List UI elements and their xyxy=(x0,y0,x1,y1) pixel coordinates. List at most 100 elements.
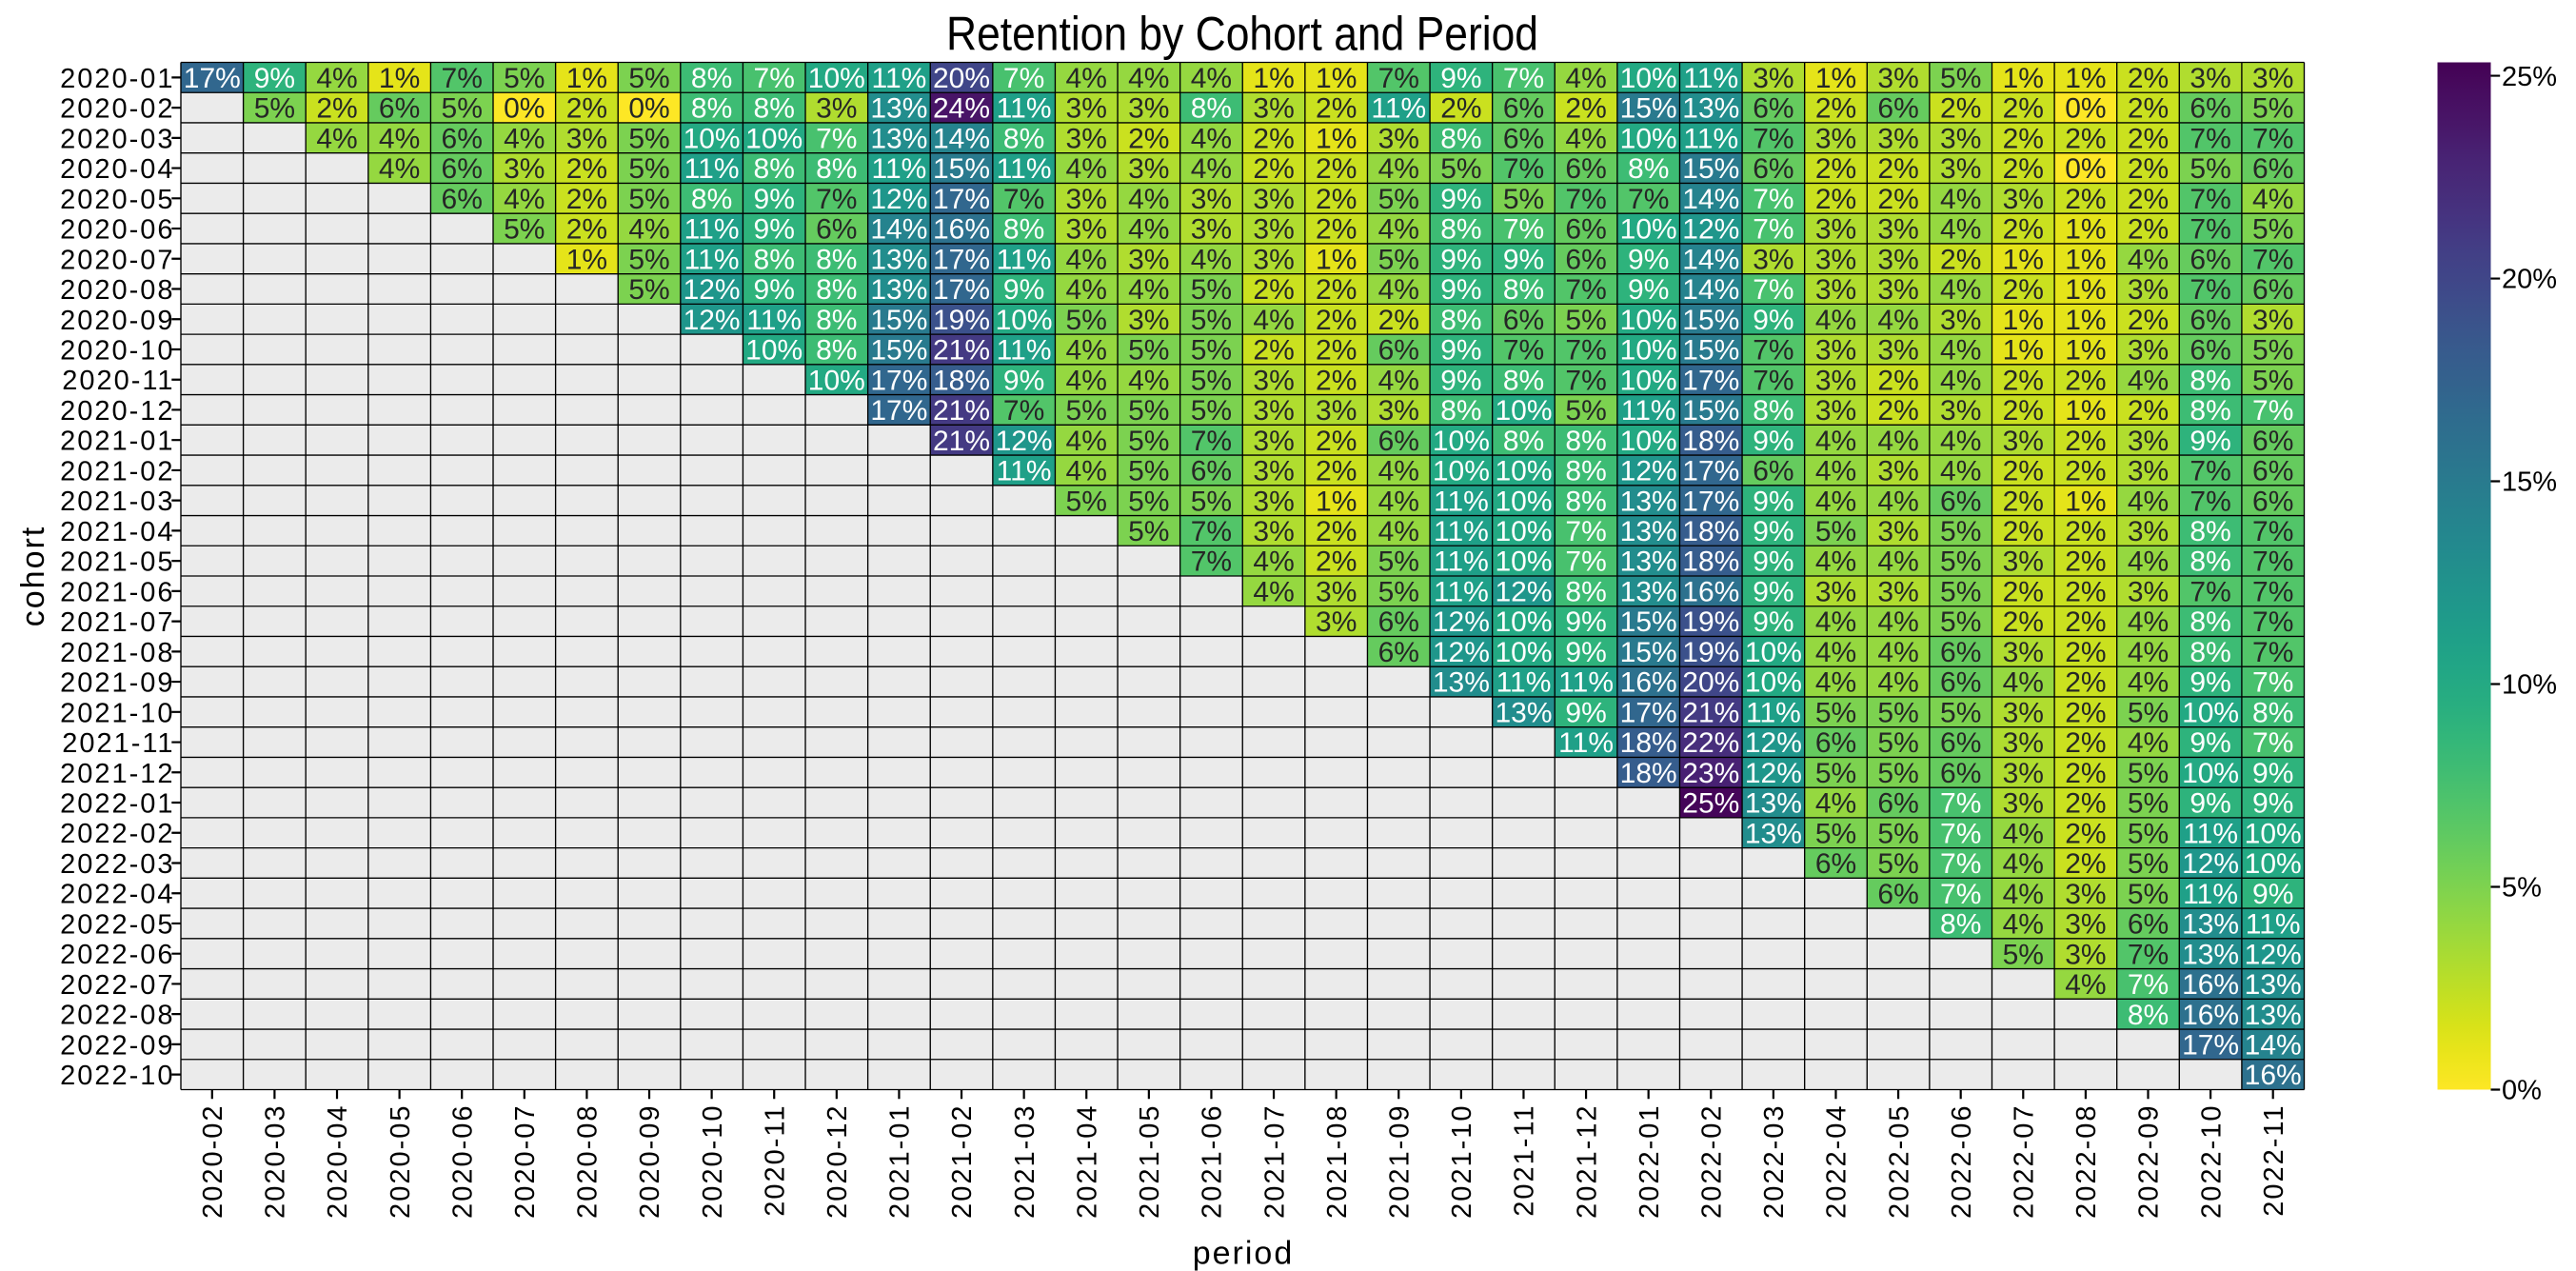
svg-text:12%: 12% xyxy=(996,426,1053,457)
svg-text:8%: 8% xyxy=(754,153,795,185)
svg-text:2%: 2% xyxy=(2065,758,2106,789)
svg-text:7%: 7% xyxy=(2190,486,2230,517)
svg-text:4%: 4% xyxy=(1066,274,1107,306)
svg-text:12%: 12% xyxy=(2182,848,2239,880)
svg-text:8%: 8% xyxy=(754,244,795,275)
svg-text:7%: 7% xyxy=(1503,63,1544,94)
svg-text:3%: 3% xyxy=(2128,577,2169,608)
svg-text:7%: 7% xyxy=(2252,244,2293,275)
svg-text:3%: 3% xyxy=(1753,244,1793,275)
svg-text:13%: 13% xyxy=(870,93,927,125)
svg-text:10%: 10% xyxy=(1620,335,1677,367)
svg-text:9%: 9% xyxy=(754,184,795,215)
svg-text:2%: 2% xyxy=(2003,516,2044,547)
svg-text:9%: 9% xyxy=(1003,365,1044,396)
svg-text:7%: 7% xyxy=(2252,667,2293,699)
svg-text:4%: 4% xyxy=(1940,335,1981,367)
svg-text:9%: 9% xyxy=(754,214,795,246)
svg-text:2%: 2% xyxy=(1253,153,1294,185)
svg-text:2%: 2% xyxy=(566,93,607,125)
svg-text:14%: 14% xyxy=(2245,1030,2302,1062)
svg-text:2%: 2% xyxy=(1565,93,1606,125)
svg-text:3%: 3% xyxy=(1253,456,1294,487)
svg-text:7%: 7% xyxy=(1753,274,1793,306)
svg-text:4%: 4% xyxy=(1066,456,1107,487)
svg-text:4%: 4% xyxy=(2003,848,2044,880)
svg-text:6%: 6% xyxy=(1815,848,1856,880)
svg-text:7%: 7% xyxy=(1191,546,1232,578)
svg-text:10%: 10% xyxy=(684,123,741,154)
svg-text:21%: 21% xyxy=(933,335,990,367)
svg-text:3%: 3% xyxy=(1253,395,1294,427)
svg-text:1%: 1% xyxy=(2003,335,2044,367)
svg-text:11%: 11% xyxy=(871,63,926,94)
svg-text:1%: 1% xyxy=(2065,63,2106,94)
svg-text:6%: 6% xyxy=(1940,667,1981,699)
svg-text:2020-10: 2020-10 xyxy=(60,336,174,367)
svg-text:4%: 4% xyxy=(1815,788,1856,820)
svg-text:11%: 11% xyxy=(1683,63,1738,94)
svg-text:21%: 21% xyxy=(1682,697,1739,728)
svg-text:10%: 10% xyxy=(745,123,803,154)
svg-text:3%: 3% xyxy=(1877,577,1918,608)
svg-text:5%: 5% xyxy=(254,93,295,125)
svg-text:5%: 5% xyxy=(2128,788,2169,820)
svg-text:4%: 4% xyxy=(2065,969,2106,1001)
svg-text:10%: 10% xyxy=(2245,818,2302,849)
svg-text:0%: 0% xyxy=(504,93,545,125)
svg-text:16%: 16% xyxy=(1682,577,1739,608)
svg-text:5%: 5% xyxy=(1191,486,1232,517)
svg-text:8%: 8% xyxy=(816,153,857,185)
svg-text:3%: 3% xyxy=(1815,244,1856,275)
svg-text:4%: 4% xyxy=(1815,637,1856,668)
svg-text:4%: 4% xyxy=(1191,153,1232,185)
svg-text:5%: 5% xyxy=(2252,93,2293,125)
svg-text:9%: 9% xyxy=(1440,335,1481,367)
svg-text:2022-03: 2022-03 xyxy=(60,849,174,880)
svg-text:3%: 3% xyxy=(1253,365,1294,396)
svg-text:4%: 4% xyxy=(1815,667,1856,699)
svg-text:2021-06: 2021-06 xyxy=(60,577,174,607)
svg-text:5%: 5% xyxy=(1815,758,1856,789)
svg-text:4%: 4% xyxy=(628,214,669,246)
svg-text:6%: 6% xyxy=(1753,456,1793,487)
svg-text:9%: 9% xyxy=(1753,546,1793,578)
svg-text:9%: 9% xyxy=(1565,637,1606,668)
svg-text:3%: 3% xyxy=(816,93,857,125)
svg-text:4%: 4% xyxy=(1066,63,1107,94)
svg-text:6%: 6% xyxy=(442,153,483,185)
svg-text:3%: 3% xyxy=(1128,244,1169,275)
svg-text:4%: 4% xyxy=(2128,365,2169,396)
svg-text:3%: 3% xyxy=(1128,305,1169,336)
svg-text:10%: 10% xyxy=(1495,637,1552,668)
svg-text:3%: 3% xyxy=(1253,93,1294,125)
svg-text:2%: 2% xyxy=(2065,577,2106,608)
svg-text:3%: 3% xyxy=(2128,516,2169,547)
svg-text:18%: 18% xyxy=(1682,546,1739,578)
svg-text:2%: 2% xyxy=(2128,63,2169,94)
svg-text:4%: 4% xyxy=(2128,546,2169,578)
svg-text:4%: 4% xyxy=(1066,335,1107,367)
svg-text:8%: 8% xyxy=(1191,93,1232,125)
svg-text:8%: 8% xyxy=(816,335,857,367)
svg-text:3%: 3% xyxy=(1815,335,1856,367)
svg-text:2%: 2% xyxy=(2003,365,2044,396)
svg-text:9%: 9% xyxy=(254,63,295,94)
svg-text:7%: 7% xyxy=(1753,184,1793,215)
svg-text:4%: 4% xyxy=(2128,244,2169,275)
svg-text:8%: 8% xyxy=(2252,697,2293,728)
svg-text:3%: 3% xyxy=(1378,395,1419,427)
svg-text:3%: 3% xyxy=(1316,606,1357,638)
svg-text:7%: 7% xyxy=(2252,577,2293,608)
svg-text:6%: 6% xyxy=(1378,426,1419,457)
svg-text:7%: 7% xyxy=(1940,788,1981,820)
svg-text:9%: 9% xyxy=(1753,577,1793,608)
svg-text:5%: 5% xyxy=(1128,456,1169,487)
svg-text:3%: 3% xyxy=(1940,153,1981,185)
svg-text:3%: 3% xyxy=(1815,214,1856,246)
svg-text:2%: 2% xyxy=(1316,184,1357,215)
svg-text:2020-01: 2020-01 xyxy=(60,64,174,94)
svg-text:7%: 7% xyxy=(816,184,857,215)
svg-text:12%: 12% xyxy=(1495,577,1552,608)
svg-text:3%: 3% xyxy=(2003,788,2044,820)
